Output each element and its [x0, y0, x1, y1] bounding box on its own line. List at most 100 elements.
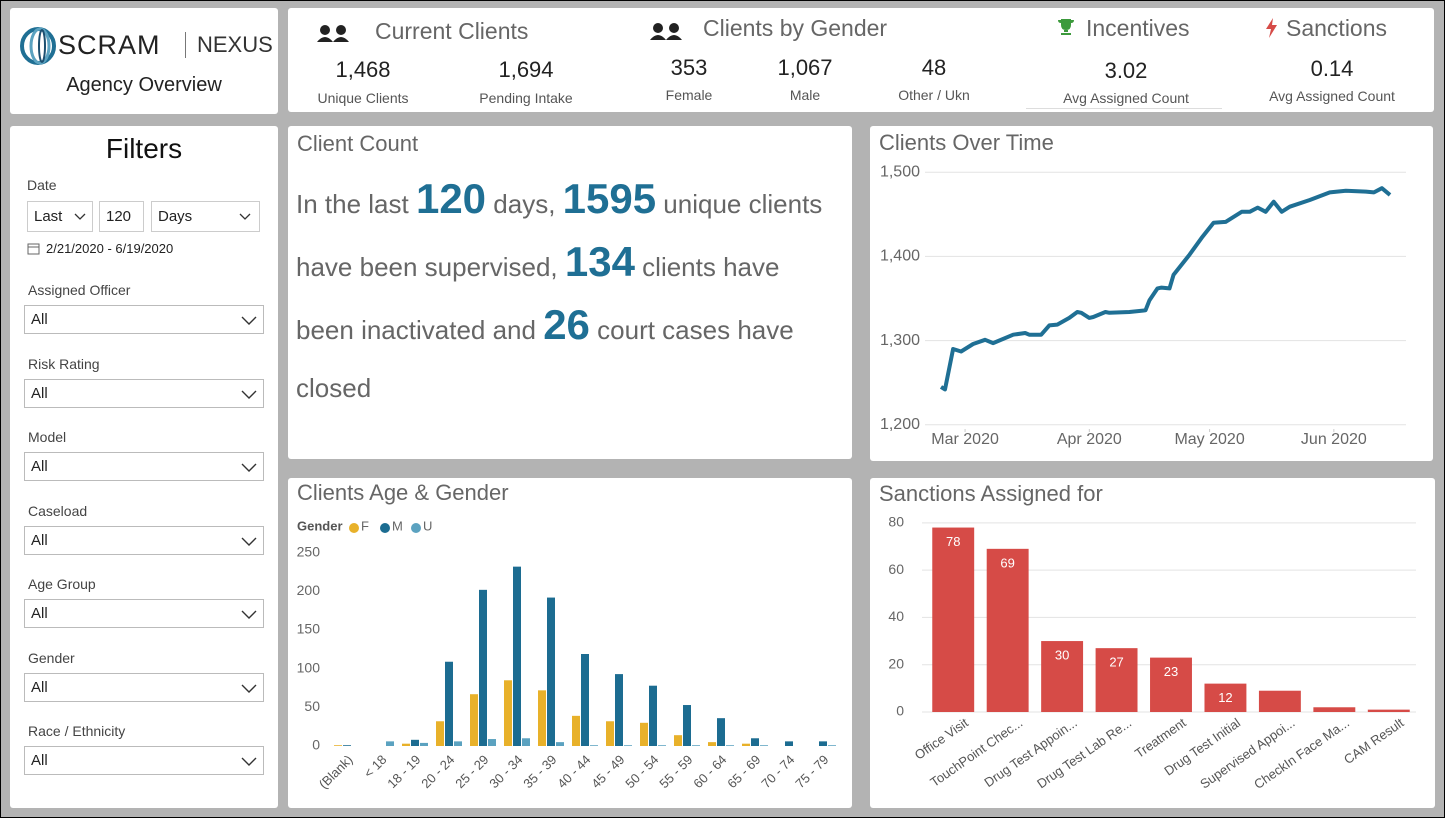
- sentence-text: In the last: [296, 189, 416, 219]
- x-tick-label: (Blank): [316, 752, 356, 792]
- client-count-panel: Client Count In the last 120 days, 1595 …: [288, 126, 852, 459]
- sentence-text: days,: [486, 189, 563, 219]
- bar: [334, 745, 342, 746]
- highlight-number: 134: [564, 238, 635, 285]
- select-value: Days: [158, 208, 193, 225]
- filter-dropdown[interactable]: All: [24, 452, 264, 481]
- chevron-path: [241, 610, 257, 619]
- chevron-path: [241, 316, 257, 325]
- y-tick-label: 60: [888, 561, 904, 577]
- select-value: All: [31, 531, 48, 549]
- x-tick-label: 70 - 74: [758, 752, 797, 791]
- y-tick-label: 80: [888, 514, 904, 530]
- filter-label: Race / Ethnicity: [28, 723, 126, 739]
- chevron: [239, 213, 251, 220]
- bar: [402, 743, 410, 746]
- bar: [708, 742, 716, 746]
- x-tick-label: Apr 2020: [1057, 431, 1122, 448]
- people-icon: [317, 25, 349, 42]
- chevron-path: [241, 463, 257, 472]
- filter-label: Risk Rating: [28, 355, 100, 372]
- y-tick-label: 40: [888, 608, 904, 624]
- y-tick-label: 50: [304, 698, 320, 714]
- bar: [1313, 707, 1356, 712]
- x-tick-label: Mar 2020: [931, 431, 999, 448]
- x-tick-label: 20 - 24: [418, 752, 457, 791]
- date-range: 2/21/2020 - 6/19/2020: [46, 241, 174, 256]
- y-tick-label: 1,300: [880, 332, 920, 349]
- logo-icon: [20, 27, 56, 65]
- kpi-label: Other / Ukn: [898, 87, 970, 103]
- kpi-label: Pending Intake: [479, 90, 573, 106]
- age-chart-panel: Clients Age & Gender 0 50 100 150 200 250 Gend…: [288, 478, 852, 808]
- chevron: [241, 390, 257, 399]
- bar: [674, 735, 682, 746]
- bar-chart: Sanctions Assigned for 02040608078Office…: [879, 481, 1416, 792]
- data-label: 30: [1055, 647, 1069, 662]
- x-tick-label: TouchPoint Chec...: [927, 715, 1025, 790]
- filter-dropdown[interactable]: All: [24, 305, 264, 334]
- bar: [343, 745, 351, 746]
- bar: [1150, 657, 1192, 712]
- bar: [751, 738, 759, 746]
- input-value: 120: [106, 208, 132, 225]
- calendar-icon: [27, 243, 40, 255]
- select-value: All: [31, 384, 48, 402]
- y-tick-label: 1,200: [880, 416, 920, 433]
- kpi-value: 1,468: [335, 57, 391, 82]
- bolt-icon: [1266, 18, 1277, 38]
- bar: [1095, 648, 1138, 712]
- chevron: [241, 316, 257, 325]
- bar: [828, 745, 836, 746]
- chevron-path: [241, 757, 257, 766]
- filter-dropdown[interactable]: All: [24, 525, 264, 555]
- bar: [1258, 690, 1301, 712]
- people-icon: [650, 23, 682, 40]
- kpi-label: Avg Assigned Count: [1063, 90, 1189, 106]
- legend-swatch: [349, 523, 359, 533]
- date-mode-select[interactable]: Last: [27, 201, 93, 232]
- date-count-input[interactable]: 120: [99, 201, 144, 232]
- legend-title: Gender: [297, 518, 343, 533]
- filters-title: Filters: [105, 133, 183, 164]
- kpi-label: Unique Clients: [317, 90, 409, 106]
- date-unit-select[interactable]: Days: [151, 201, 260, 232]
- bar: [470, 694, 478, 746]
- bar: [504, 680, 512, 746]
- bar: [658, 745, 666, 746]
- filter-dropdown[interactable]: All: [24, 378, 264, 408]
- bar: [556, 742, 564, 746]
- filter-label: Gender: [28, 649, 75, 666]
- kpi-title: Clients by Gender: [703, 15, 888, 41]
- chevron: [241, 610, 257, 619]
- kpi-label: Avg Assigned Count: [1269, 88, 1395, 104]
- bar: [726, 745, 734, 746]
- bar: [742, 743, 750, 746]
- chevron: [241, 757, 257, 766]
- bar: [717, 718, 725, 746]
- select-value: All: [31, 458, 48, 475]
- bar: [624, 745, 632, 746]
- kpi-strip: Current Clients 1,468 Unique Clients 1,6…: [288, 8, 1434, 112]
- legend-label: M: [392, 518, 403, 533]
- kpi-value: 3.02: [1104, 58, 1148, 83]
- x-tick-label: 75 - 79: [792, 752, 831, 791]
- bar: [590, 745, 598, 746]
- highlight-number: 1595: [562, 175, 657, 222]
- x-tick-label: 35 - 39: [520, 752, 559, 791]
- filter-dropdown[interactable]: All: [24, 599, 264, 628]
- bar: [547, 597, 555, 746]
- filter-dropdown[interactable]: All: [24, 746, 264, 775]
- chart-title: Sanctions Assigned for: [879, 481, 1103, 506]
- y-tick-label: 1,500: [880, 163, 920, 180]
- chevron-path: [241, 390, 257, 399]
- bar: [640, 722, 648, 746]
- filter-label: Age Group: [28, 576, 96, 592]
- filter-dropdown[interactable]: All: [24, 672, 264, 702]
- filter-label: Date: [27, 177, 57, 193]
- x-tick-label: May 2020: [1174, 431, 1244, 448]
- select-value: All: [31, 605, 48, 622]
- x-tick-label: 60 - 64: [690, 752, 729, 791]
- bar: [760, 745, 768, 746]
- y-tick-label: 150: [297, 621, 321, 637]
